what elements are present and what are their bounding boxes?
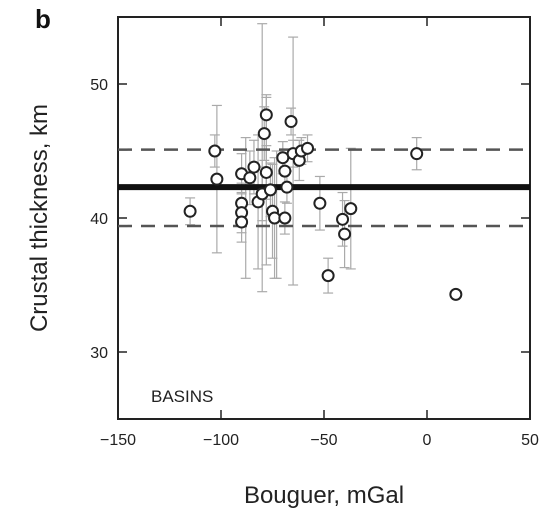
point-layer [183, 108, 463, 301]
data-point [280, 180, 294, 194]
x-tick-label: −150 [100, 432, 136, 449]
data-point [449, 287, 463, 301]
data-point [336, 212, 350, 226]
data-point [278, 164, 292, 178]
x-axis: −150 −100 −50 0 50 [100, 17, 539, 449]
data-point [259, 165, 273, 179]
x-tick-label: 50 [521, 432, 539, 449]
data-point [263, 183, 277, 197]
data-point [210, 172, 224, 186]
data-point [338, 227, 352, 241]
y-axis: 30 40 50 [90, 77, 530, 362]
y-tick-label: 50 [90, 77, 108, 94]
data-point [313, 196, 327, 210]
basins-annotation: BASINS [151, 387, 213, 406]
data-point [321, 269, 335, 283]
data-point [247, 160, 261, 174]
data-point [344, 202, 358, 216]
data-point [208, 144, 222, 158]
x-axis-label: Bouguer, mGal [244, 482, 404, 509]
data-point [410, 147, 424, 161]
data-point [284, 115, 298, 129]
x-tick-label: −100 [203, 432, 239, 449]
data-point [259, 108, 273, 122]
panel-letter: b [35, 4, 51, 34]
x-tick-label: 0 [423, 432, 432, 449]
y-tick-label: 30 [90, 345, 108, 362]
data-point [243, 171, 257, 185]
reference-line-layer [118, 148, 530, 228]
x-tick-label: −50 [310, 432, 337, 449]
y-tick-label: 40 [90, 211, 108, 228]
data-point [235, 215, 249, 229]
data-point [183, 204, 197, 218]
data-point [257, 127, 271, 141]
data-point [278, 211, 292, 225]
plot-frame [117, 16, 531, 420]
y-axis-label: Crustal thickness, km [26, 104, 53, 332]
data-point [301, 141, 315, 155]
